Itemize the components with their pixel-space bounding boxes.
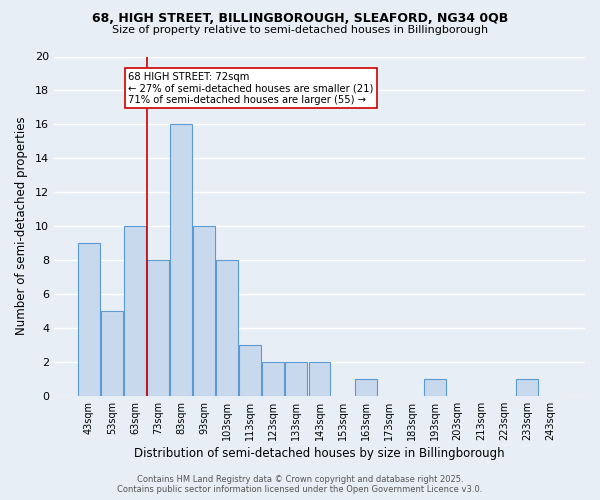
Bar [147,260,169,396]
Bar [308,362,331,396]
Bar [217,260,238,396]
Bar [193,226,215,396]
Bar [78,243,100,396]
Y-axis label: Number of semi-detached properties: Number of semi-detached properties [15,117,28,336]
Text: 68 HIGH STREET: 72sqm
← 27% of semi-detached houses are smaller (21)
71% of semi: 68 HIGH STREET: 72sqm ← 27% of semi-deta… [128,72,374,105]
Bar [239,345,261,396]
Bar [124,226,146,396]
Text: 68, HIGH STREET, BILLINGBOROUGH, SLEAFORD, NG34 0QB: 68, HIGH STREET, BILLINGBOROUGH, SLEAFOR… [92,12,508,26]
Bar [170,124,192,396]
Bar [262,362,284,396]
Text: Size of property relative to semi-detached houses in Billingborough: Size of property relative to semi-detach… [112,25,488,35]
Text: Contains HM Land Registry data © Crown copyright and database right 2025.
Contai: Contains HM Land Registry data © Crown c… [118,474,482,494]
Bar [516,379,538,396]
Bar [424,379,446,396]
X-axis label: Distribution of semi-detached houses by size in Billingborough: Distribution of semi-detached houses by … [134,447,505,460]
Bar [101,311,123,396]
Bar [286,362,307,396]
Bar [355,379,377,396]
